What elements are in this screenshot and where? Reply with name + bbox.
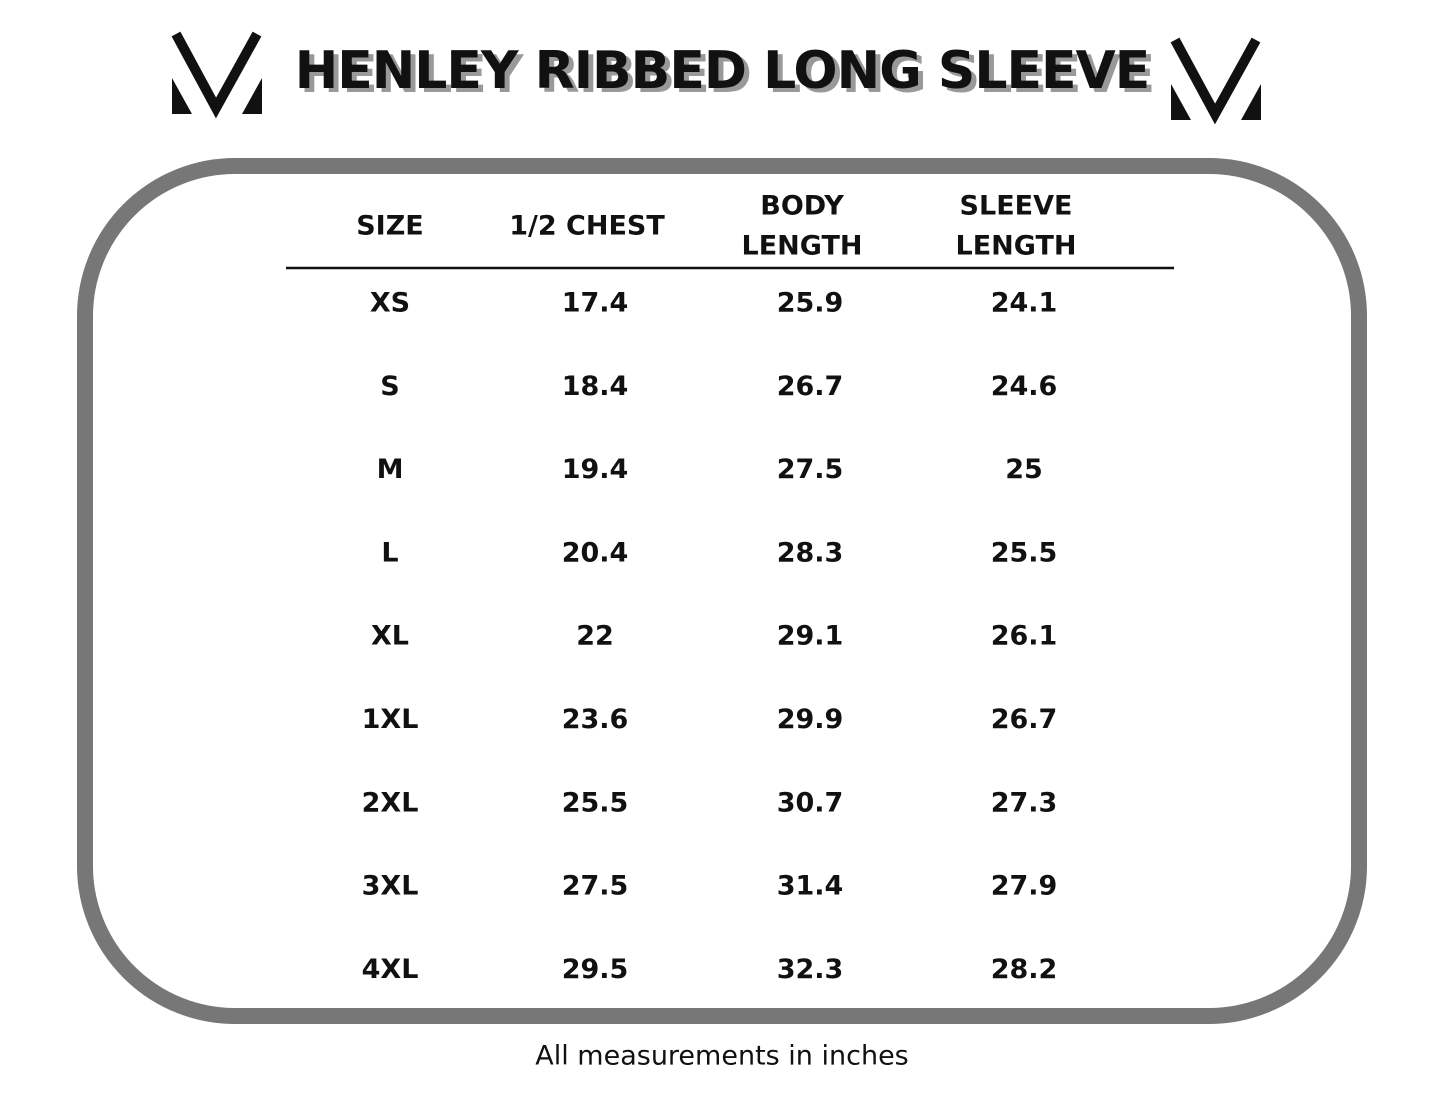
- size-cell: XL: [371, 621, 409, 652]
- measure-cell: 19.4: [562, 454, 629, 485]
- measure-cell: 29.5: [562, 954, 629, 985]
- table-frame: [77, 158, 1367, 1024]
- size-cell: M: [377, 454, 404, 485]
- measure-cell: 25.9: [777, 288, 844, 319]
- measure-cell: 18.4: [562, 371, 629, 402]
- measure-cell: 23.6: [562, 704, 629, 735]
- measure-cell: 25.5: [991, 537, 1058, 568]
- size-cell: 1XL: [362, 704, 419, 735]
- size-cell: 3XL: [362, 871, 419, 902]
- size-cell: XS: [370, 288, 410, 319]
- size-cell: 2XL: [362, 787, 419, 818]
- logo-right: [1170, 37, 1261, 125]
- measure-cell: 27.3: [991, 787, 1058, 818]
- size-cell: L: [381, 537, 398, 568]
- logo-left: [171, 31, 262, 119]
- size-cell: S: [380, 371, 399, 402]
- title-shadow: HENLEY RIBBED LONG SLEEVE: [300, 45, 1155, 105]
- measure-cell: 17.4: [562, 288, 629, 319]
- measure-cell: 32.3: [777, 954, 844, 985]
- measure-cell: 26.7: [777, 371, 844, 402]
- size-cell: 4XL: [362, 954, 419, 985]
- measure-cell: 24.6: [991, 371, 1058, 402]
- measure-cell: 29.1: [777, 621, 844, 652]
- measure-cell: 24.1: [991, 288, 1058, 319]
- footer-note: All measurements in inches: [535, 1041, 909, 1072]
- column-header: LENGTH: [742, 231, 863, 262]
- measure-cell: 22: [576, 621, 614, 652]
- measure-cell: 20.4: [562, 537, 629, 568]
- measure-cell: 26.1: [991, 621, 1058, 652]
- title: HENLEY RIBBED LONG SLEEVE: [295, 41, 1150, 101]
- measure-cell: 26.7: [991, 704, 1058, 735]
- measure-cell: 25: [1005, 454, 1043, 485]
- table: SIZE 1/2 CHEST BODY LENGTH SLEEVE LENGTH XS 17.…: [356, 191, 1076, 985]
- measure-cell: 28.2: [991, 954, 1058, 985]
- measure-cell: 27.9: [991, 871, 1058, 902]
- column-header: BODY: [760, 191, 844, 222]
- column-header: SIZE: [356, 211, 424, 242]
- measure-cell: 25.5: [562, 787, 629, 818]
- measure-cell: 27.5: [777, 454, 844, 485]
- measure-cell: 31.4: [777, 871, 844, 902]
- measure-cell: 29.9: [777, 704, 844, 735]
- measure-cell: 30.7: [777, 787, 844, 818]
- measure-cell: 28.3: [777, 537, 844, 568]
- measure-cell: 27.5: [562, 871, 629, 902]
- column-header: SLEEVE: [960, 191, 1073, 222]
- column-header: 1/2 CHEST: [509, 211, 665, 242]
- column-header: LENGTH: [956, 231, 1077, 262]
